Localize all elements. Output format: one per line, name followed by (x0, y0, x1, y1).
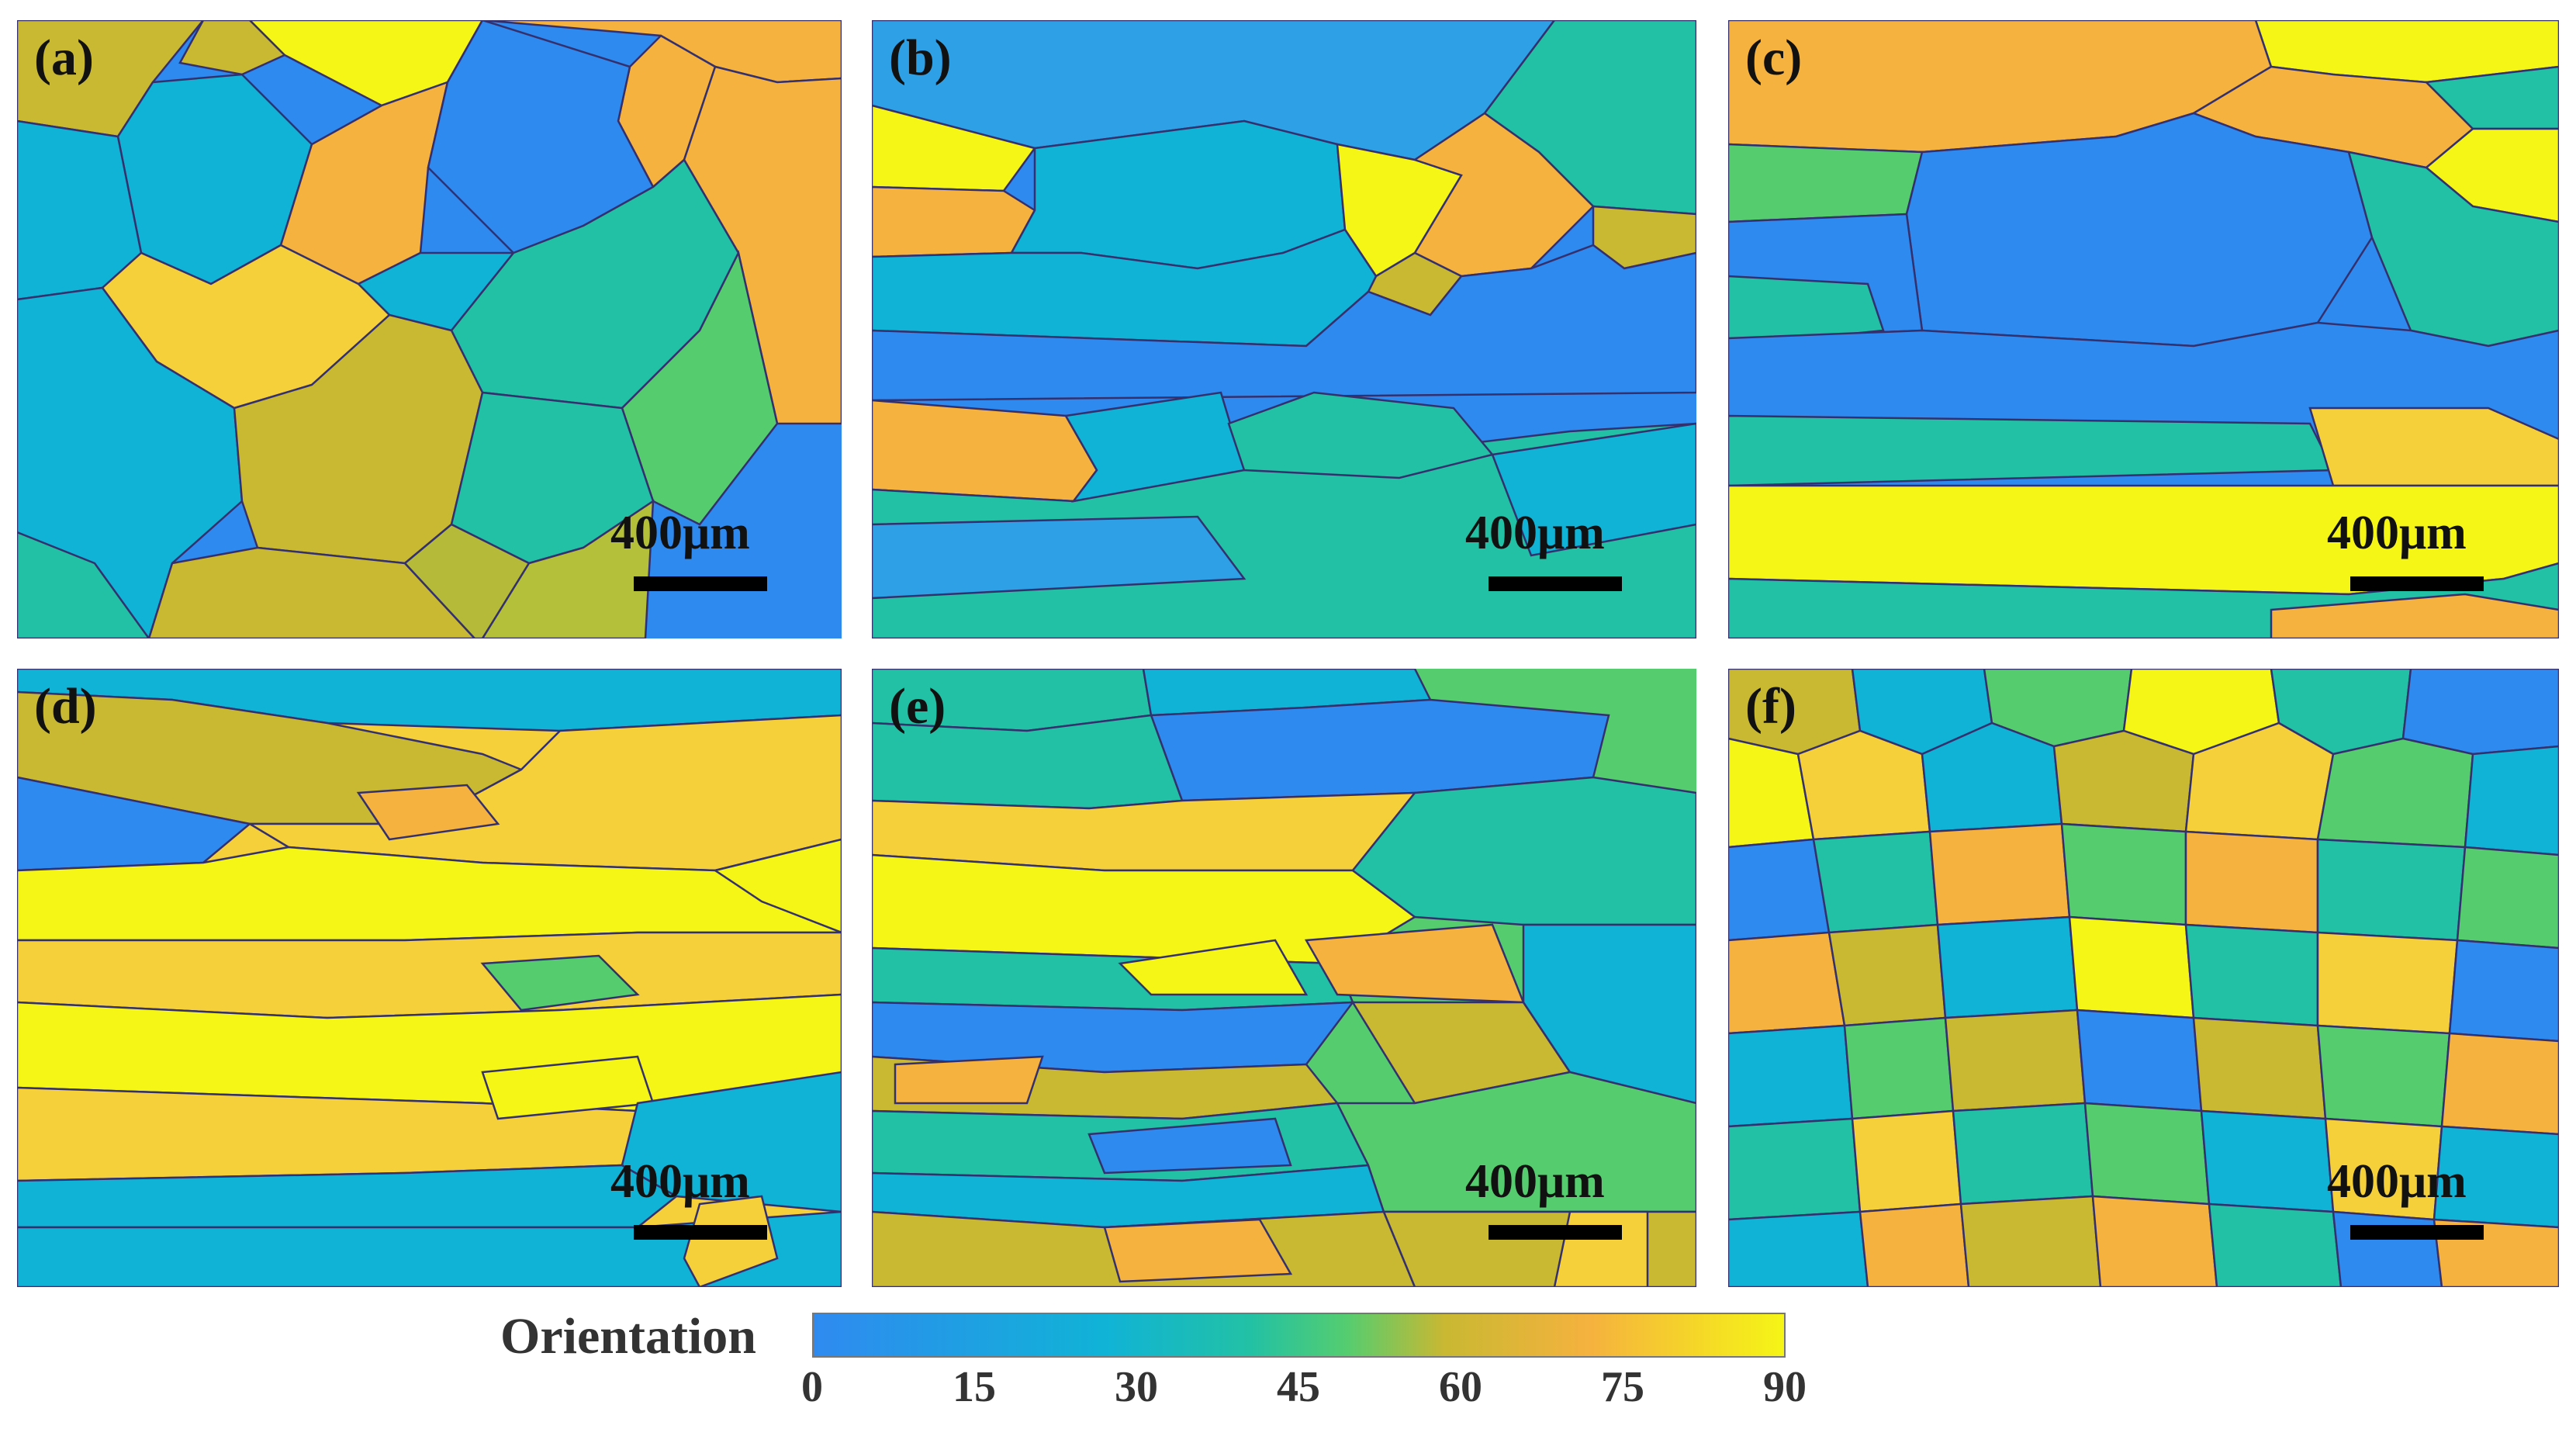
colorbar-tick-45: 45 (1277, 1363, 1320, 1411)
grain-map-c (1728, 20, 2559, 638)
colorbar-title: Orientation (500, 1308, 756, 1365)
scale-bar (1489, 576, 1622, 591)
colorbar-tick-60: 60 (1439, 1363, 1482, 1411)
panel-f: (f) 400μm (1728, 669, 2559, 1287)
scale-bar-label: 400μm (610, 507, 750, 559)
panel-label: (f) (1745, 678, 1796, 735)
panel-e: (e) 400μm (872, 669, 1696, 1287)
panel-label: (b) (889, 29, 952, 86)
scale-bar-label: 400μm (2327, 507, 2467, 559)
grain-map-a (17, 20, 842, 638)
colorbar-tick-15: 15 (953, 1363, 996, 1411)
panel-c: (c) 400μm (1728, 20, 2559, 638)
scale-bar-label: 400μm (1465, 507, 1605, 559)
colorbar-tick-75: 75 (1601, 1363, 1644, 1411)
scale-bar-label: 400μm (610, 1155, 750, 1208)
scale-bar (1489, 1225, 1622, 1240)
panel-d: (d) 400μm (17, 669, 842, 1287)
colorbar-tick-30: 30 (1115, 1363, 1158, 1411)
panel-label: (a) (34, 29, 94, 86)
grain-map-e (872, 669, 1696, 1287)
scale-bar (2350, 576, 2484, 591)
colorbar-tick-90: 90 (1763, 1363, 1807, 1411)
panel-label: (c) (1745, 29, 1803, 86)
panel-b: (b) 400μm (872, 20, 1696, 638)
scale-bar (2350, 1225, 2484, 1240)
scale-bar-label: 400μm (2327, 1155, 2467, 1208)
orientation-colorbar (812, 1313, 1786, 1358)
scale-bar-label: 400μm (1465, 1155, 1605, 1208)
colorbar-tick-0: 0 (801, 1363, 823, 1411)
panel-label: (e) (889, 678, 946, 735)
panel-a: (a) 400μm (17, 20, 842, 638)
scale-bar (634, 576, 767, 591)
panel-label: (d) (34, 678, 97, 735)
grain-map-d (17, 669, 842, 1287)
scale-bar (634, 1225, 767, 1240)
